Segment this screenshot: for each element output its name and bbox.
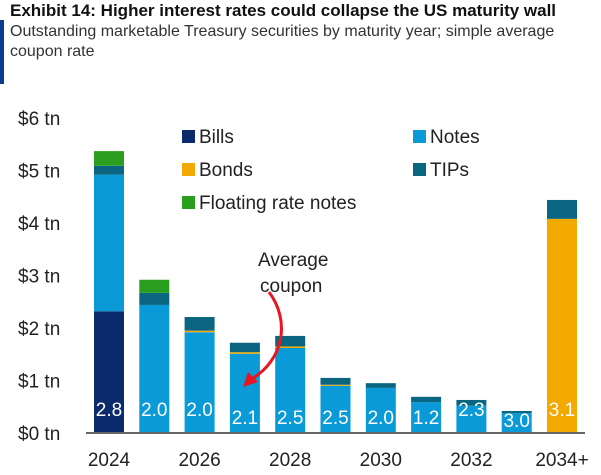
bar-segment-bonds [547, 218, 577, 432]
legend-label: Notes [430, 127, 480, 148]
legend-label: Floating rate notes [199, 193, 356, 214]
x-tick-label: 2034+ [535, 450, 588, 471]
bar-segment-bonds [184, 330, 215, 333]
coupon-label: 2.0 [186, 400, 212, 421]
coupon-label: 2.5 [322, 408, 348, 429]
bar-segment-tips [547, 199, 577, 219]
bar-segment-tips [501, 411, 532, 414]
coupon-label: 2.3 [458, 400, 484, 421]
legend-label: Bonds [199, 160, 253, 181]
legend-swatch [413, 130, 426, 143]
bar-segment-tips [184, 317, 215, 331]
annotation-arrowhead [243, 372, 258, 387]
bar-segment-tips [139, 292, 170, 305]
y-tick-label: $0 tn [18, 424, 60, 445]
y-tick-label: $2 tn [18, 319, 60, 340]
bar-segment-notes [139, 304, 170, 432]
bar-segment-tips [456, 399, 487, 406]
coupon-label: 2.1 [232, 408, 258, 429]
bar-segment-notes [365, 387, 396, 432]
bar-segment-notes [320, 385, 351, 432]
x-tick-label: 2030 [360, 450, 402, 471]
chart-title: Exhibit 14: Higher interest rates could … [0, 0, 601, 22]
y-tick-label: $6 tn [18, 109, 60, 130]
annotation-text: coupon [260, 276, 322, 297]
bar-segment-notes [411, 402, 442, 432]
y-tick-label: $5 tn [18, 162, 60, 183]
chart-subtitle: Outstanding marketable Treasury securiti… [10, 23, 555, 60]
bar-segment-notes [456, 405, 487, 432]
x-tick-label: 2032 [450, 450, 492, 471]
x-tick-label: 2026 [178, 450, 220, 471]
bar-segment-tips [320, 377, 351, 385]
bar-segment-bills [94, 311, 124, 432]
bar-segment-tips [275, 335, 306, 347]
x-tick-label: 2028 [269, 450, 311, 471]
coupon-label: 3.1 [549, 400, 575, 421]
y-tick-label: $1 tn [18, 372, 60, 393]
bar-segment-tips [94, 165, 124, 175]
y-tick-label: $4 tn [18, 214, 60, 235]
legend-label: TIPs [430, 160, 469, 181]
coupon-label: 2.8 [96, 400, 122, 421]
y-tick-label: $3 tn [18, 267, 60, 288]
bar-segment-bonds [229, 352, 260, 354]
bar-segment-floating-rate-notes [139, 279, 170, 293]
legend-swatch [182, 130, 195, 143]
bar-segment-tips [365, 383, 396, 388]
bar-segment-notes [275, 348, 306, 432]
coupon-label: 2.0 [368, 408, 394, 429]
bar-segment-bonds [320, 384, 351, 386]
bar-segment-notes [501, 413, 532, 432]
bar-segment-floating-rate-notes [94, 151, 124, 166]
bar-segment-bonds [275, 346, 306, 348]
coupon-label: 3.0 [503, 411, 529, 432]
bar-segment-notes [184, 332, 215, 432]
coupon-label: 2.5 [277, 408, 303, 429]
annotation-arrow [249, 291, 283, 382]
title-accent-bar [0, 20, 4, 84]
coupon-label: 2.0 [141, 400, 167, 421]
legend-swatch [182, 196, 195, 209]
legend-label: Bills [199, 127, 234, 148]
bar-segment-tips [411, 396, 442, 403]
legend-swatch [413, 163, 426, 176]
legend-swatch [182, 163, 195, 176]
coupon-label: 1.2 [413, 408, 439, 429]
bar-segment-notes [229, 353, 260, 432]
x-tick-label: 2024 [88, 450, 131, 471]
bar-segment-tips [229, 342, 260, 353]
annotation-text: Average [258, 250, 328, 271]
bar-segment-notes [94, 174, 124, 312]
